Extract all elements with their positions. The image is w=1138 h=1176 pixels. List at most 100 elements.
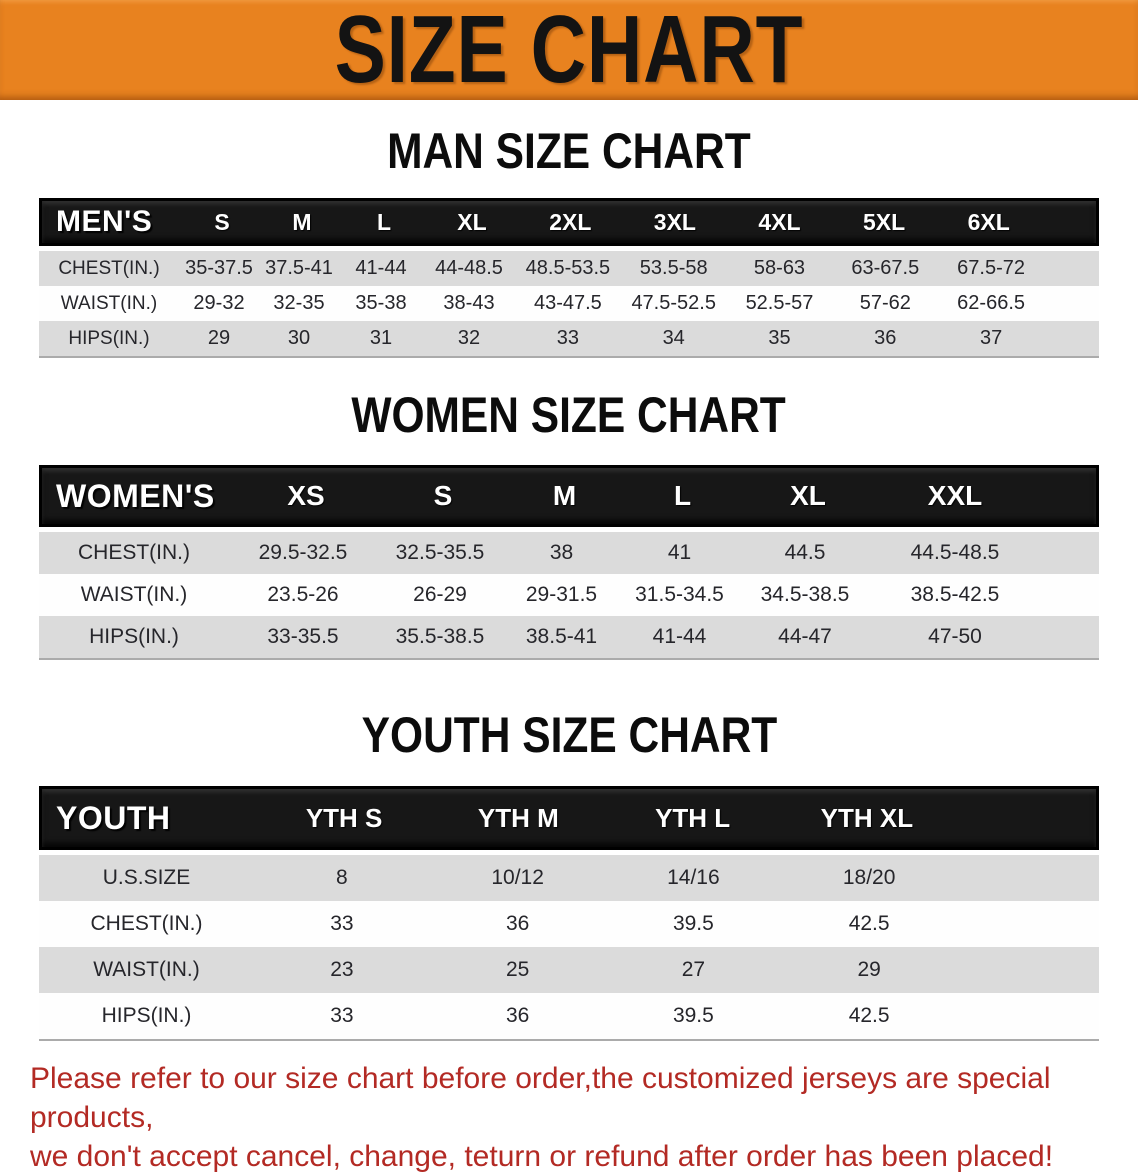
men-size-table: MEN'S S M L XL 2XL 3XL 4XL 5XL 6XL CHEST(IN.) 35-3… <box>39 198 1099 358</box>
cell-value: 34.5-38.5 <box>760 583 850 606</box>
cell-value: 37.5-41 <box>265 257 333 279</box>
disclaimer-line-1: Please refer to our size chart before or… <box>30 1062 1051 1134</box>
cell-value: 39.5 <box>672 912 714 935</box>
table-row: CHEST(IN.) 29.5-32.5 32.5-35.5 38 41 44.5 44.5… <box>39 532 1099 574</box>
cell-value: 47-50 <box>928 625 982 648</box>
column-header: 2XL <box>549 208 592 235</box>
cell-value: 29.5-32.5 <box>258 541 348 564</box>
cell-value: 36 <box>505 1004 530 1027</box>
cell-value: 43-47.5 <box>533 292 602 314</box>
cell-value: 38.5-41 <box>525 625 598 648</box>
column-header: YTH M <box>477 802 559 833</box>
row-label: U.S.SIZE <box>102 866 191 889</box>
row-label: HIPS(IN.) <box>101 1004 192 1027</box>
table-row: WAIST(IN.) 23.5-26 26-29 29-31.5 31.5-34.5 34… <box>39 574 1099 616</box>
column-header: M <box>292 208 312 235</box>
cell-value: 35-38 <box>355 292 407 314</box>
row-label: WAIST(IN.) <box>60 292 158 314</box>
table-corner-label: MEN'S <box>56 205 153 238</box>
table-row: CHEST(IN.) 35-37.5 37.5-41 41-44 44-48.5 48.5… <box>39 251 1099 286</box>
cell-value: 33 <box>556 327 580 349</box>
cell-value: 58-63 <box>753 257 806 279</box>
disclaimer-line-2: we don't accept cancel, change, teturn o… <box>30 1140 1054 1173</box>
cell-value: 35-37.5 <box>185 257 253 279</box>
column-header: XL <box>457 208 487 235</box>
men-table-body: CHEST(IN.) 35-37.5 37.5-41 41-44 44-48.5 48.5… <box>39 251 1099 358</box>
column-header: M <box>552 480 577 511</box>
cell-value: 44-47 <box>778 625 832 648</box>
row-label: CHEST(IN.) <box>78 541 190 564</box>
cell-value: 52.5-57 <box>745 292 814 314</box>
cell-value: 29-32 <box>193 292 245 314</box>
table-row: WAIST(IN.) 29-32 32-35 35-38 38-43 43-47.5 47.… <box>39 286 1099 321</box>
column-header: XXL <box>927 480 983 511</box>
men-section-title-text: MAN SIZE CHART <box>387 123 751 179</box>
table-row: WAIST(IN.) 23 25 27 29 <box>39 947 1099 993</box>
cell-value: 29 <box>207 327 231 349</box>
column-header: 3XL <box>653 208 696 235</box>
table-corner-label: YOUTH <box>56 799 171 836</box>
cell-value: 31.5-34.5 <box>635 583 724 606</box>
cell-value: 33 <box>330 912 354 935</box>
cell-value: 47.5-52.5 <box>631 292 716 314</box>
cell-value: 62-66.5 <box>957 292 1026 314</box>
youth-table-header-row: YOUTH YTH S YTH M YTH L YTH XL <box>39 786 1099 850</box>
youth-section-title: YOUTH SIZE CHART <box>0 660 1138 760</box>
women-table-header-row: WOMEN'S XS S M L XL XXL <box>39 465 1099 527</box>
cell-value: 67.5-72 <box>957 257 1026 279</box>
cell-value: 29 <box>857 958 881 981</box>
women-size-chart-section: WOMEN SIZE CHART WOMEN'S XS S M L XL XXL CHEST… <box>0 358 1138 660</box>
row-label: CHEST(IN.) <box>58 257 160 279</box>
cell-value: 41-44 <box>355 257 407 279</box>
men-table-header-row: MEN'S S M L XL 2XL 3XL 4XL 5XL 6XL <box>39 198 1099 246</box>
cell-value: 32 <box>457 327 481 349</box>
column-header: YTH L <box>655 802 731 833</box>
cell-value: 18/20 <box>842 866 896 889</box>
youth-section-title-text: YOUTH SIZE CHART <box>361 707 777 763</box>
column-header: XL <box>790 480 826 511</box>
table-row: CHEST(IN.) 33 36 39.5 42.5 <box>39 901 1099 947</box>
cell-value: 27 <box>681 958 706 981</box>
column-header: L <box>376 208 392 235</box>
cell-value: 44.5 <box>784 541 826 564</box>
row-label: HIPS(IN.) <box>68 327 150 349</box>
youth-table-body: U.S.SIZE 8 10/12 14/16 18/20 CHEST(IN.) 33 36 39… <box>39 855 1099 1041</box>
cell-value: 48.5-53.5 <box>525 257 611 279</box>
row-label: WAIST(IN.) <box>80 583 188 606</box>
column-header: S <box>433 480 453 511</box>
row-label: HIPS(IN.) <box>89 625 179 648</box>
youth-size-table: YOUTH YTH S YTH M YTH L YTH XL U.S.SIZE 8 10/1… <box>39 786 1099 1041</box>
table-row: U.S.SIZE 8 10/12 14/16 18/20 <box>39 855 1099 901</box>
cell-value: 57-62 <box>859 292 911 314</box>
cell-value: 10/12 <box>491 866 544 889</box>
table-row: HIPS(IN.) 29 30 31 32 33 34 35 36 37 <box>39 321 1099 356</box>
disclaimer-note: Please refer to our size chart before or… <box>0 1059 1138 1176</box>
cell-value: 39.5 <box>672 1004 714 1027</box>
cell-value: 36 <box>874 327 897 349</box>
table-corner-label: WOMEN'S <box>56 477 215 514</box>
cell-value: 26-29 <box>413 583 467 606</box>
column-header: L <box>673 480 692 511</box>
cell-value: 34 <box>662 327 685 349</box>
cell-value: 35.5-38.5 <box>395 625 485 648</box>
size-chart-banner: SIZE CHART <box>0 0 1138 100</box>
women-section-title: WOMEN SIZE CHART <box>0 358 1138 440</box>
cell-value: 23 <box>330 958 354 981</box>
cell-value: 37 <box>979 327 1003 349</box>
row-label: WAIST(IN.) <box>93 958 200 981</box>
column-header: YTH S <box>305 802 383 833</box>
cell-value: 44-48.5 <box>435 257 503 279</box>
cell-value: 42.5 <box>848 1004 890 1027</box>
men-size-chart-section: MAN SIZE CHART MEN'S S M L XL 2XL 3XL 4XL 5XL 6XL… <box>0 100 1138 358</box>
cell-value: 38 <box>549 541 574 564</box>
cell-value: 53.5-58 <box>639 257 708 279</box>
cell-value: 38.5-42.5 <box>910 583 1000 606</box>
column-header: 6XL <box>967 208 1010 235</box>
cell-value: 30 <box>287 327 311 349</box>
cell-value: 32.5-35.5 <box>395 541 485 564</box>
cell-value: 41 <box>667 541 692 564</box>
youth-size-chart-section: YOUTH SIZE CHART YOUTH YTH S YTH M YTH L YTH… <box>0 660 1138 1041</box>
cell-value: 63-67.5 <box>851 257 920 279</box>
table-row: HIPS(IN.) 33-35.5 35.5-38.5 38.5-41 41-44 44-… <box>39 616 1099 658</box>
cell-value: 42.5 <box>848 912 890 935</box>
